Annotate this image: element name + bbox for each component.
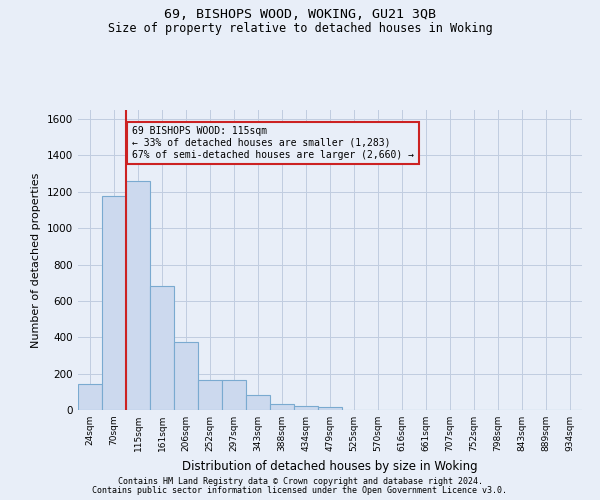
Text: Contains HM Land Registry data © Crown copyright and database right 2024.: Contains HM Land Registry data © Crown c…	[118, 477, 482, 486]
Y-axis label: Number of detached properties: Number of detached properties	[31, 172, 41, 348]
Bar	[174, 342, 198, 410]
Bar	[150, 286, 174, 410]
Bar	[126, 181, 150, 410]
Bar	[198, 380, 222, 410]
Text: 69 BISHOPS WOOD: 115sqm
← 33% of detached houses are smaller (1,283)
67% of semi: 69 BISHOPS WOOD: 115sqm ← 33% of detache…	[132, 126, 414, 160]
Bar	[318, 408, 342, 410]
X-axis label: Distribution of detached houses by size in Woking: Distribution of detached houses by size …	[182, 460, 478, 472]
Bar	[222, 380, 246, 410]
Text: Size of property relative to detached houses in Woking: Size of property relative to detached ho…	[107, 22, 493, 35]
Bar	[246, 396, 270, 410]
Bar	[78, 384, 102, 410]
Bar	[294, 406, 318, 410]
Text: Contains public sector information licensed under the Open Government Licence v3: Contains public sector information licen…	[92, 486, 508, 495]
Bar	[270, 404, 294, 410]
Bar	[102, 196, 126, 410]
Text: 69, BISHOPS WOOD, WOKING, GU21 3QB: 69, BISHOPS WOOD, WOKING, GU21 3QB	[164, 8, 436, 20]
